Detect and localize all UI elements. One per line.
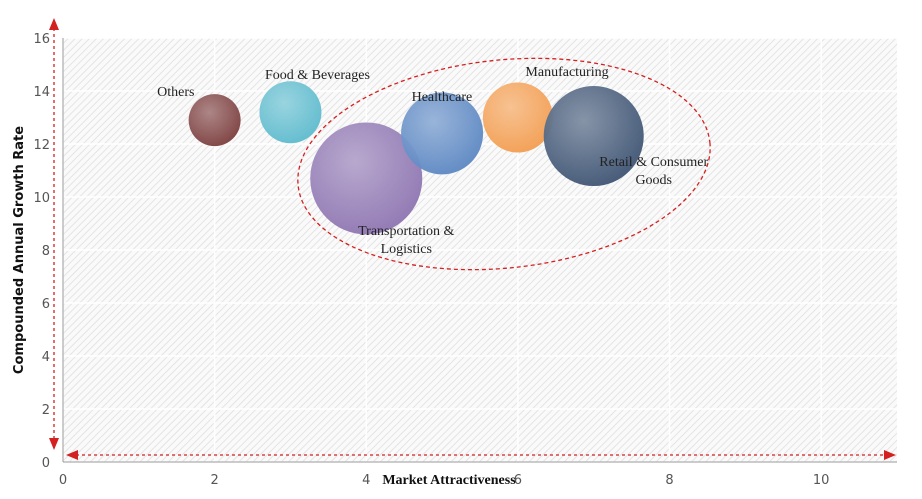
x-arrow-head bbox=[884, 450, 896, 460]
y-tick-label: 2 bbox=[42, 403, 50, 418]
y-tick-label: 10 bbox=[33, 191, 50, 206]
bubble-shine bbox=[401, 92, 484, 175]
y-tick-label: 8 bbox=[42, 244, 50, 259]
x-tick-label: 4 bbox=[362, 473, 370, 488]
x-axis-title: Market Attractiveness bbox=[382, 473, 516, 488]
bubble-label: Food & Beverages bbox=[264, 68, 370, 84]
bubble-shine bbox=[543, 86, 644, 187]
x-tick-label: 0 bbox=[59, 473, 67, 488]
bubble-label: Retail & Consumer Goods bbox=[599, 155, 709, 189]
bubble-label: Healthcare bbox=[411, 90, 473, 106]
bubble-shine bbox=[310, 122, 423, 235]
highlight-ellipse bbox=[297, 57, 711, 271]
y-arrow-head bbox=[49, 438, 59, 450]
y-tick-label: 0 bbox=[42, 456, 50, 471]
x-tick-label: 6 bbox=[514, 473, 522, 488]
x-tick-label: 8 bbox=[665, 473, 673, 488]
y-tick-label: 14 bbox=[33, 85, 50, 100]
x-tick-label: 2 bbox=[210, 473, 218, 488]
bubble-shine bbox=[482, 82, 553, 153]
bubble-label: Manufacturing bbox=[525, 64, 609, 80]
bubble-label: Transportation & Logistics bbox=[358, 224, 455, 258]
y-arrow-head bbox=[49, 18, 59, 30]
bubble-label: Others bbox=[157, 85, 195, 101]
y-tick-label: 6 bbox=[42, 297, 50, 312]
y-tick-label: 12 bbox=[33, 138, 50, 153]
x-arrow-head bbox=[66, 450, 78, 460]
bubble-shine bbox=[259, 81, 322, 144]
y-tick-label: 4 bbox=[42, 350, 50, 365]
y-tick-label: 16 bbox=[33, 32, 50, 47]
bubble-shine bbox=[188, 94, 241, 147]
y-axis-title: Compounded Annual Growth Rate bbox=[12, 126, 27, 374]
x-tick-label: 10 bbox=[813, 473, 830, 488]
